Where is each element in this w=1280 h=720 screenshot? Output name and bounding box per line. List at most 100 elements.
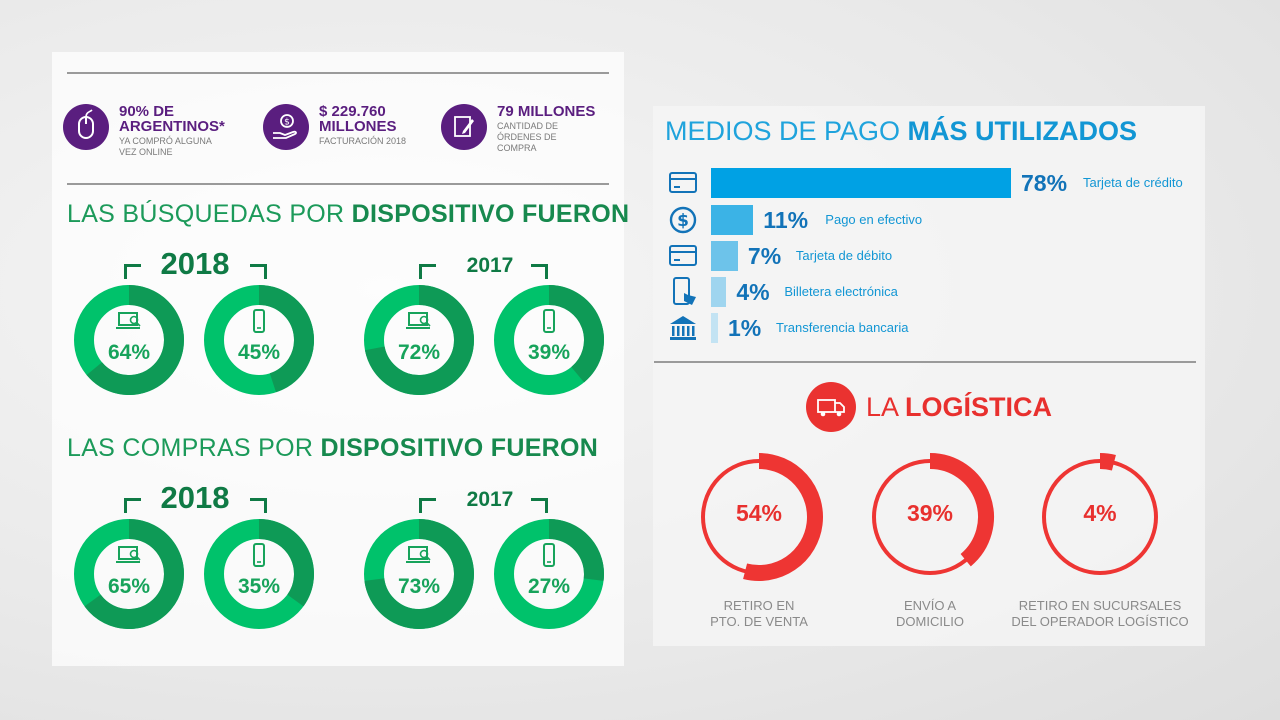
payment-value-label: 78%	[1021, 170, 1068, 196]
payment-category-label: Billetera electrónica	[784, 284, 898, 299]
stat-main: 79 MILLONES	[497, 103, 596, 120]
money-hand-icon: $	[263, 104, 309, 150]
donut-2018-desktop: 65%	[74, 519, 184, 629]
ring-value-label: 4%	[1083, 500, 1117, 526]
ring-value-label: 39%	[906, 500, 954, 526]
title-bold: LOGÍSTICA	[905, 392, 1053, 422]
order-edit-icon	[441, 104, 487, 150]
ring-value-arc	[743, 453, 823, 581]
stat-sub: CANTIDAD DE ÓRDENES DE COMPRA	[497, 121, 559, 153]
searches-title: LAS BÚSQUEDAS POR DISPOSITIVO FUERON	[67, 200, 629, 229]
donut-2018-mobile: 35%	[204, 519, 314, 629]
logistics-ring: 4%	[1035, 452, 1165, 582]
year-label: 2018	[160, 480, 230, 515]
divider-top	[67, 72, 609, 74]
credit-card-icon	[668, 168, 700, 203]
donut-2017-desktop: 73%	[364, 519, 474, 629]
donut-2017-mobile: 39%	[494, 285, 604, 395]
svg-text:$: $	[677, 211, 689, 231]
donut-value-arc	[364, 519, 474, 629]
title-light: LA	[866, 392, 906, 422]
donut-graphic	[494, 285, 604, 395]
donut-value-arc	[84, 519, 184, 629]
donut-value-label: 72%	[397, 341, 441, 364]
payment-category-label: Tarjeta de crédito	[1083, 175, 1183, 190]
ring-category-label: RETIRO EN SUCURSALES DEL OPERADOR LOGÍSTI…	[1011, 598, 1189, 629]
bank-icon	[668, 313, 700, 348]
ring-graphic	[872, 453, 994, 575]
stat-main: $ 229.760 MILLONES	[319, 103, 397, 135]
divider-stats	[67, 183, 609, 185]
payment-category-label: Pago en efectivo	[825, 212, 923, 227]
ring-value-arc	[929, 453, 994, 567]
title-bold: DISPOSITIVO FUERON	[320, 434, 599, 462]
donut-value-label: 35%	[237, 575, 281, 598]
year-label: 2017	[466, 488, 514, 511]
truck-icon	[806, 382, 856, 432]
donut-2017-mobile: 27%	[494, 519, 604, 629]
ring-category-label: ENVÍO A DOMICILIO	[896, 598, 964, 629]
ring-graphic	[1042, 453, 1158, 575]
donut-graphic	[204, 519, 314, 629]
dollar-coin-icon: $	[668, 205, 700, 240]
bracket-right	[531, 264, 548, 279]
divider-payments	[654, 361, 1196, 363]
payment-value-label: 11%	[763, 207, 809, 233]
payment-bar	[711, 205, 754, 235]
donut-value-arc	[86, 285, 184, 395]
ring-graphic	[701, 453, 823, 581]
donut-value-label: 45%	[237, 341, 281, 364]
title-light: LAS BÚSQUEDAS POR	[67, 200, 352, 228]
donut-value-arc	[258, 519, 314, 607]
donut-value-label: 64%	[107, 341, 151, 364]
donut-graphic	[74, 285, 184, 395]
donut-value-label: 39%	[527, 341, 571, 364]
left-panel	[52, 52, 624, 666]
stat-main: 90% DE ARGENTINOS*	[119, 103, 225, 135]
payment-value-label: 4%	[736, 279, 770, 305]
mouse-icon	[63, 104, 109, 150]
payment-bar	[711, 277, 727, 307]
stat-ordenes: 79 MILLONES CANTIDAD DE ÓRDENES DE COMPR…	[441, 104, 607, 154]
title-bold: MÁS UTILIZADOS	[907, 116, 1138, 146]
donut-2018-desktop: 64%	[74, 285, 184, 395]
bracket-left	[124, 498, 141, 513]
bracket-left	[419, 498, 436, 513]
phone-wallet-icon	[668, 277, 700, 312]
payment-category-label: Transferencia bancaria	[776, 320, 909, 335]
title-bold: DISPOSITIVO FUERON	[351, 200, 630, 228]
stat-facturacion: $ $ 229.760 MILLONES FACTURACIÓN 2018	[263, 104, 419, 150]
donut-value-arc	[548, 519, 604, 581]
ring-category-label: RETIRO EN PTO. DE VENTA	[710, 598, 808, 629]
stat-sub: FACTURACIÓN 2018	[319, 136, 407, 146]
payment-bar	[711, 313, 718, 343]
donut-value-label: 27%	[527, 575, 571, 598]
year-label: 2018	[160, 246, 230, 281]
payment-bar	[711, 168, 1011, 198]
donut-2017-desktop: 72%	[364, 285, 474, 395]
payment-value-label: 1%	[728, 315, 762, 341]
stat-sub: YA COMPRÓ ALGUNA VEZ ONLINE	[119, 136, 212, 157]
logistics-ring: 39%	[865, 452, 995, 582]
payment-bar	[711, 241, 738, 271]
donut-value-arc	[548, 285, 604, 383]
logistics-title: LA LOGÍSTICA	[866, 392, 1052, 423]
purchases-title: LAS COMPRAS POR DISPOSITIVO FUERON	[67, 434, 598, 463]
title-light: LAS COMPRAS POR	[67, 434, 321, 462]
donut-graphic	[364, 285, 474, 395]
debit-card-icon	[668, 241, 700, 276]
svg-text:$: $	[284, 118, 290, 128]
donut-graphic	[204, 285, 314, 395]
stat-argentinos: 90% DE ARGENTINOS* YA COMPRÓ ALGUNA VEZ …	[63, 104, 239, 158]
bracket-right	[531, 498, 548, 513]
ring-value-arc	[1099, 453, 1116, 471]
donut-2018-mobile: 45%	[204, 285, 314, 395]
payment-value-label: 7%	[747, 243, 782, 269]
donut-graphic	[364, 519, 474, 629]
logistics-ring: 54%	[694, 452, 824, 582]
bracket-left	[419, 264, 436, 279]
payment-category-label: Tarjeta de débito	[795, 248, 893, 263]
title-light: MEDIOS DE PAGO	[665, 116, 908, 146]
donut-value-arc	[364, 285, 474, 395]
donut-value-arc	[258, 285, 314, 393]
